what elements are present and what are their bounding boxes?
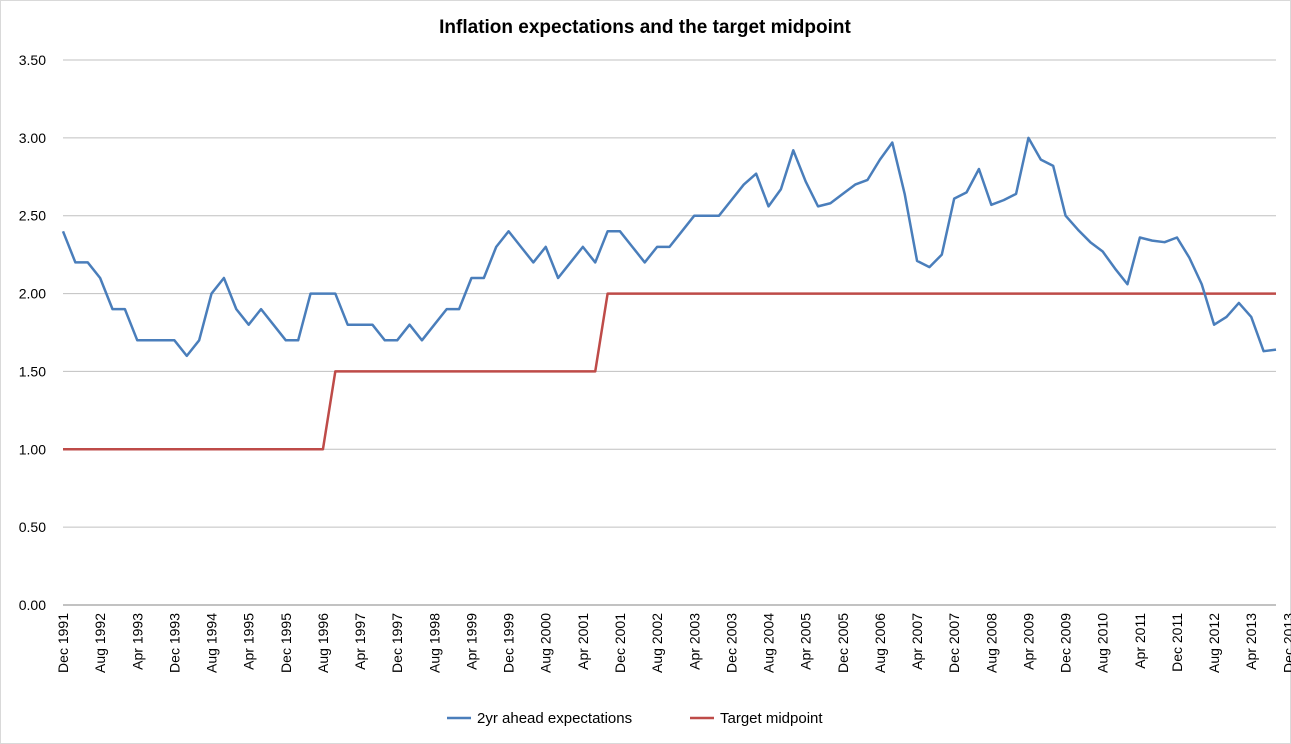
y-tick-label: 2.00 [19, 286, 46, 302]
x-tick-label: Dec 1999 [501, 613, 517, 673]
y-tick-label: 0.00 [19, 597, 46, 613]
x-tick-label: Dec 2005 [835, 613, 851, 673]
x-tick-label: Aug 2006 [872, 613, 888, 673]
x-tick-label: Aug 2002 [649, 613, 665, 673]
x-tick-label: Dec 2003 [723, 613, 739, 673]
x-tick-label: Aug 2008 [983, 613, 999, 673]
y-tick-label: 1.00 [19, 441, 46, 457]
x-tick-label: Dec 1997 [389, 613, 405, 673]
x-tick-label: Dec 2001 [612, 613, 628, 673]
y-tick-label: 3.00 [19, 130, 46, 146]
x-tick-label: Aug 1996 [315, 613, 331, 673]
y-tick-label: 2.50 [19, 208, 46, 224]
x-tick-label: Dec 2011 [1169, 613, 1185, 672]
x-tick-label: Apr 2011 [1132, 613, 1148, 669]
x-tick-label: Aug 1994 [204, 613, 220, 673]
legend-label: Target midpoint [720, 710, 823, 727]
x-tick-label: Aug 1992 [92, 613, 108, 673]
x-tick-label: Apr 1997 [352, 613, 368, 670]
y-tick-label: 3.50 [19, 52, 46, 68]
x-tick-label: Apr 1993 [129, 613, 145, 670]
x-tick-label: Apr 1995 [241, 613, 257, 670]
x-axis-tick-labels: Dec 1991 Aug 1992 Apr 1993 Dec 1993 Aug 1994… [55, 613, 1291, 673]
x-tick-label: Apr 2005 [798, 613, 814, 670]
x-tick-label: Aug 2000 [538, 613, 554, 673]
x-tick-label: Aug 2010 [1095, 613, 1111, 673]
x-tick-label: Apr 2009 [1020, 613, 1036, 670]
x-tick-label: Aug 1998 [426, 613, 442, 673]
x-tick-label: Apr 2003 [686, 613, 702, 670]
y-tick-label: 1.50 [19, 363, 46, 379]
x-tick-label: Dec 2007 [946, 613, 962, 673]
x-tick-label: Apr 1999 [463, 613, 479, 670]
series-line-target-midpoint [63, 292, 1276, 451]
x-tick-label: Apr 2007 [909, 613, 925, 670]
y-tick-label: 0.50 [19, 519, 46, 535]
y-axis-tick-labels: 0.00 0.50 1.00 1.50 2.00 2.50 3.00 3.50 [19, 52, 46, 613]
x-tick-label: Apr 2013 [1243, 613, 1259, 670]
x-tick-label: Dec 2009 [1058, 613, 1074, 673]
x-tick-label: Dec 1993 [166, 613, 182, 673]
x-tick-label: Dec 1995 [278, 613, 294, 673]
x-tick-label: Apr 2001 [575, 613, 591, 670]
x-tick-label: Dec 2013 [1280, 613, 1291, 673]
chart-title: Inflation expectations and the target mi… [439, 17, 851, 38]
legend: 2yr ahead expectations Target midpoint [447, 710, 823, 727]
x-tick-label: Dec 1991 [55, 613, 71, 673]
x-tick-label: Aug 2004 [761, 613, 777, 673]
legend-label: 2yr ahead expectations [477, 710, 632, 727]
series-lines [61, 136, 1277, 451]
x-tick-label: Aug 2012 [1206, 613, 1222, 673]
series-line-2yr-ahead-expectations [61, 136, 1277, 358]
